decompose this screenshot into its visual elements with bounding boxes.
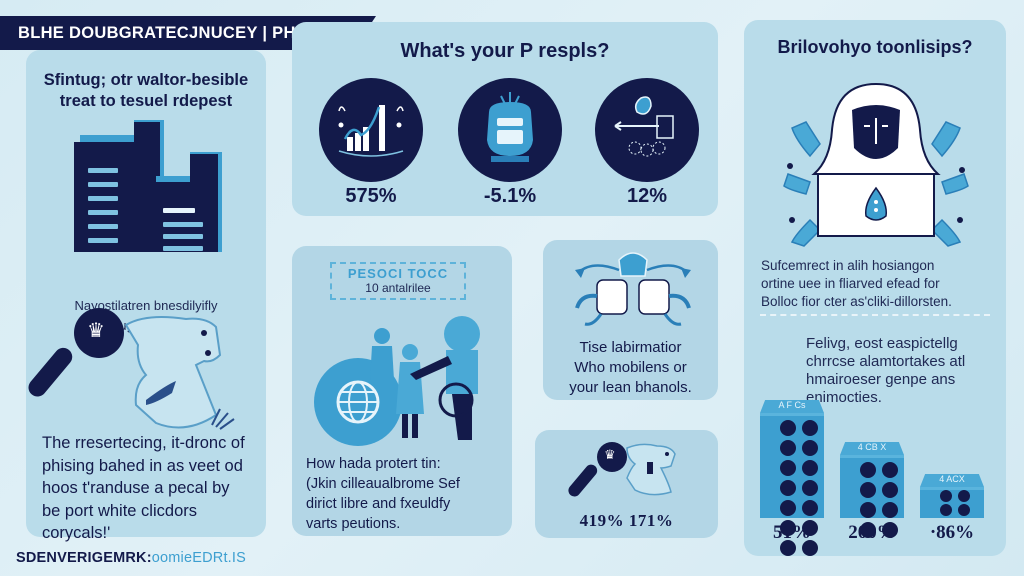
body-line: Who mobilens or	[574, 359, 687, 376]
stat-value: 12%	[626, 185, 668, 207]
right-body-text: Sufcemrect in alih hosiangon ortine uee …	[761, 257, 952, 311]
center-card-mobile: Tise labirmatior Who mobilens or your le…	[543, 240, 718, 400]
center-top-title: What's your P respls?	[400, 40, 610, 62]
body-line: dirict libre and fxeuldfy	[306, 496, 451, 512]
left-heading-line-2: treat to tesuel rdepest	[59, 92, 233, 110]
hacker-figure-icon	[124, 316, 235, 430]
footer-link[interactable]: oomieEDRt.IS	[151, 550, 246, 566]
left-body-line: The rresertecing, it-dronc of	[42, 434, 245, 452]
body-line: hmairoeser genpe ans	[806, 371, 956, 388]
center-card-protection: PESOCI TOCC 10 antalrilee How hada prote…	[292, 246, 512, 536]
crown-icon: ♛	[604, 447, 616, 462]
left-body-line: phising bahed in as veet od	[42, 456, 243, 475]
body-line: varts peutions.	[306, 516, 401, 532]
bar-cap-label: A F Cs	[760, 400, 824, 413]
stat-value: -5.1%	[483, 185, 537, 207]
robot-devices-icon	[575, 252, 691, 326]
center-card-b-body: Tise labirmatior Who mobilens or your le…	[543, 338, 718, 398]
right-panel-title: Brilovohyo toonlisips?	[777, 37, 973, 57]
left-body-text: The rresertecing, it-dronc of phising ba…	[42, 432, 262, 545]
bar-value: 200%	[848, 522, 896, 543]
divider	[760, 314, 990, 316]
hacker-figure-icon	[626, 443, 676, 496]
body-line: Bolloc fior cter as'cliki-dillorsten.	[761, 294, 952, 309]
body-line: (Jkin cilleaualbrome Sef	[306, 476, 460, 492]
growth-chart-icon	[319, 78, 423, 182]
hooded-hacker-laptop-icon	[783, 82, 969, 247]
body-line: Felivg, eost easpictellg	[806, 335, 958, 352]
people-globe-icon	[314, 316, 480, 446]
body-line: Tise labirmatior	[579, 339, 682, 356]
body-line: your lean bhanols.	[569, 379, 692, 396]
center-card-stats: ♛ 419% 171%	[535, 430, 718, 538]
footer-text: SDENVERIGEMRK:oomieEDRt.IS	[16, 550, 246, 566]
stats-values: 419% 171%	[579, 511, 674, 530]
body-line: chrrcse alamtortakes atl	[806, 353, 966, 370]
left-panel: Sfintug; otr waltor-besible treat to tes…	[24, 50, 266, 542]
phishing-hook-icon	[595, 78, 699, 182]
body-line: Sufcemrect in alih hosiangon	[761, 258, 935, 273]
stamp-badge: PESOCI TOCC 10 antalrilee	[330, 262, 466, 300]
bar-value: ·86%	[929, 522, 975, 543]
body-line: enimocties.	[806, 389, 882, 406]
stat-value: 575%	[345, 185, 397, 207]
lock-icons-grid	[860, 462, 898, 538]
stamp-title: PESOCI TOCC	[347, 266, 449, 281]
server-robot-icon	[458, 78, 562, 182]
bar-cap-label: 4 ACX	[920, 474, 984, 487]
stamp-subtitle: 10 antalrilee	[365, 281, 431, 295]
body-line: How hada protert tin:	[306, 456, 441, 472]
footer-brand: SDENVERIGEMRK:	[16, 550, 152, 566]
left-heading-line-1: Sfintug; otr waltor-besible	[43, 71, 249, 89]
left-body-line: hoos t'randuse a pecal by	[42, 479, 230, 497]
bar-cap-label: 4 CB X	[840, 442, 904, 455]
bar-value: 51%	[773, 522, 811, 543]
left-body-line: corycals!'	[42, 524, 111, 542]
crown-icon: ♛	[87, 320, 105, 342]
lock-icons-grid	[940, 490, 970, 516]
body-line: ortine uee in fliarved efead for	[761, 276, 940, 291]
left-caption-line-1: Nayostilatren bnesdilyifly	[74, 298, 218, 313]
left-body-line: be port white clicdors	[42, 501, 197, 520]
center-card-a-body: How hada protert tin: (Jkin cilleaualbro…	[306, 454, 506, 534]
lock-icons-grid	[780, 420, 818, 556]
center-top-panel: What's your P respls?	[292, 22, 718, 216]
right-body-text-2: Felivg, eost easpictellg chrrcse alamtor…	[806, 335, 965, 407]
left-heading: Sfintug; otr waltor-besible treat to tes…	[26, 70, 266, 112]
